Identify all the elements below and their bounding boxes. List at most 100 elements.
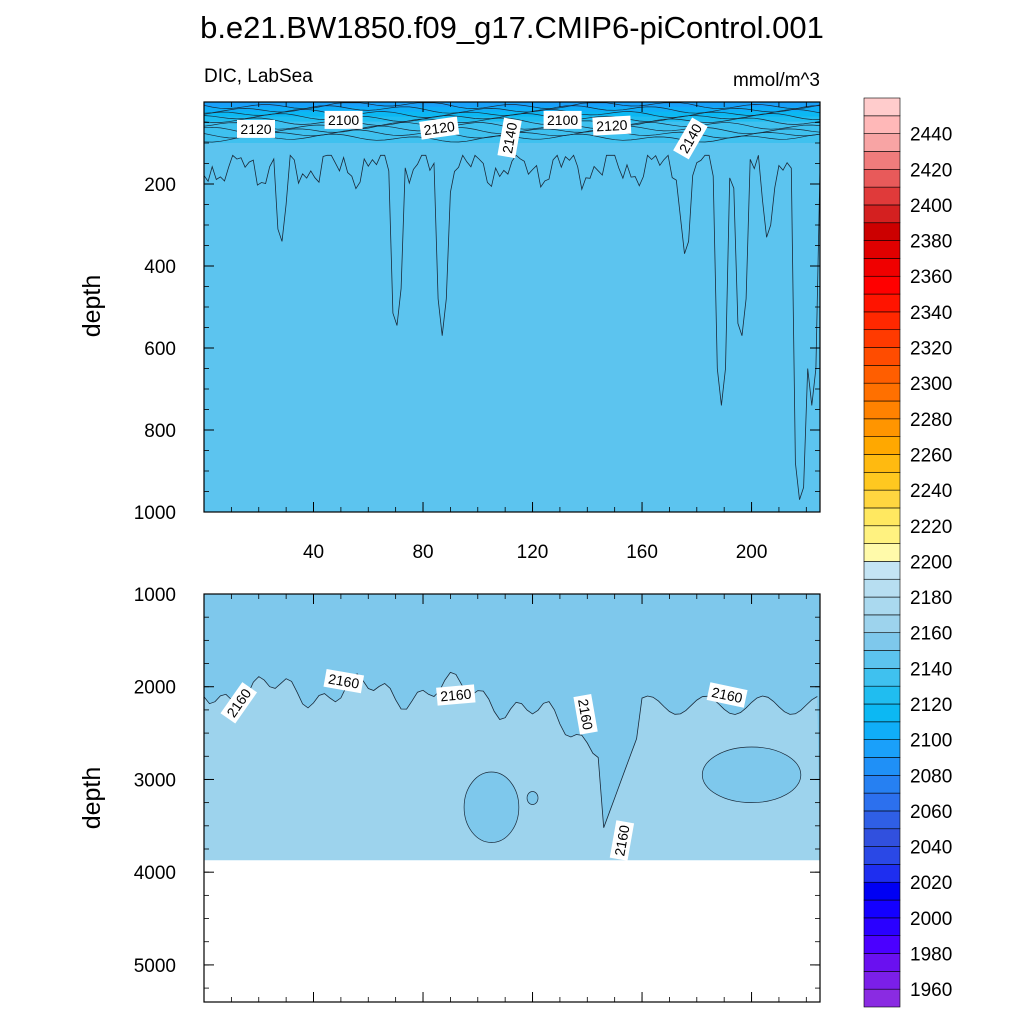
x-tick-label: 200 xyxy=(736,542,768,563)
colorbar-tick-label: 2400 xyxy=(910,196,952,217)
contour-label-text: 2120 xyxy=(240,121,271,137)
colorbar-tick-label: 2340 xyxy=(910,303,952,324)
colorbar-swatch xyxy=(863,828,901,847)
colorbar-swatch xyxy=(863,864,901,883)
colorbar-tick-label: 2020 xyxy=(910,873,952,894)
y-tick-label: 800 xyxy=(144,421,176,442)
colorbar-swatch xyxy=(863,899,901,919)
contour-label: 2160 xyxy=(609,820,635,861)
contour-label-text: 2160 xyxy=(440,686,473,705)
contour-label: 2160 xyxy=(706,682,748,708)
contour-label: 2160 xyxy=(573,694,598,735)
y-tick-label: 2000 xyxy=(134,678,176,699)
colorbar-tick-label: 2180 xyxy=(910,588,952,609)
colorbar-swatch xyxy=(863,168,901,188)
contour-label-text: 2100 xyxy=(547,112,578,128)
colorbar-tick-label: 2260 xyxy=(910,445,952,466)
colorbar-swatch xyxy=(863,311,901,331)
colorbar-tick-label: 2100 xyxy=(910,731,952,752)
units-label: mmol/m^3 xyxy=(733,70,820,91)
contour-label-box xyxy=(237,119,275,138)
contour-label-text: 2120 xyxy=(423,118,456,138)
colorbar-swatch xyxy=(863,365,901,384)
y-tick-label: 600 xyxy=(144,339,176,360)
colorbar-tick-label: 2040 xyxy=(910,838,952,859)
contour-line xyxy=(203,113,821,122)
contour-label-text: 2160 xyxy=(327,671,361,692)
plot-frame xyxy=(203,593,821,1003)
contour-line xyxy=(203,105,821,114)
contour-label-box xyxy=(609,820,635,861)
x-tick-label: 120 xyxy=(517,542,549,563)
colorbar-swatch xyxy=(863,614,901,634)
y-tick-label: 1000 xyxy=(134,503,176,524)
colorbar-swatch xyxy=(863,988,901,1008)
colorbar-swatch xyxy=(863,97,901,117)
colorbar-swatch xyxy=(863,400,901,420)
colorbar-tick-label: 2060 xyxy=(910,802,952,823)
x-tick-label: 40 xyxy=(303,542,324,563)
chart-title: b.e21.BW1850.f09_g17.CMIP6-piControl.001 xyxy=(200,10,824,45)
contour-line-2140 xyxy=(203,154,821,500)
colorbar-tick-label: 1960 xyxy=(910,980,952,1001)
colorbar-swatch xyxy=(863,739,901,758)
colorbar-swatch xyxy=(863,382,901,402)
colorbar-swatch xyxy=(863,489,901,509)
upper-plot-fill xyxy=(204,102,820,512)
colorbar-swatch xyxy=(863,240,901,259)
x-tick-label: 160 xyxy=(626,542,658,563)
colorbar-tick-label: 2320 xyxy=(910,339,952,360)
colorbar-swatch xyxy=(863,418,901,437)
colorbar-swatch xyxy=(863,668,901,687)
colorbar-swatch xyxy=(863,133,901,152)
colorbar-swatch xyxy=(863,222,901,241)
colorbar-tick-label: 2280 xyxy=(910,410,952,431)
contour-label-text: 2100 xyxy=(328,112,359,128)
colorbar-tick-label: 2440 xyxy=(910,125,952,146)
colorbar-swatch xyxy=(863,543,901,562)
y-tick-label: 4000 xyxy=(134,863,176,884)
colorbar-swatch xyxy=(863,275,901,295)
colorbar-swatch xyxy=(863,204,901,224)
colorbar-tick-label: 2120 xyxy=(910,695,952,716)
contour-blob xyxy=(463,771,520,843)
colorbar-swatch xyxy=(863,810,901,830)
colorbar-swatch xyxy=(863,471,901,491)
colorbar-swatch xyxy=(863,561,901,580)
colorbar-swatch xyxy=(863,935,901,954)
contour-label: 2120 xyxy=(592,115,632,136)
colorbar-swatch xyxy=(863,151,901,170)
contour-label-box xyxy=(497,117,522,159)
upper-y-axis-label: depth xyxy=(78,275,106,338)
contour-label: 2140 xyxy=(497,117,522,159)
colorbar-swatch xyxy=(863,525,901,544)
surface-band xyxy=(204,111,820,117)
colorbar-swatch xyxy=(863,846,901,865)
contour-label-box xyxy=(706,682,748,708)
y-tick-label: 400 xyxy=(144,257,176,278)
contour-label-box xyxy=(573,694,598,735)
contour-line xyxy=(203,117,821,126)
colorbar-swatch xyxy=(863,186,901,206)
contour-label: 2160 xyxy=(323,668,365,694)
colorbar-swatch xyxy=(863,881,901,901)
x-tick-label: 80 xyxy=(412,542,433,563)
colorbar-swatch xyxy=(863,258,901,277)
colorbar-swatch xyxy=(863,971,901,990)
colorbar-swatch xyxy=(863,632,901,651)
colorbar-swatch xyxy=(863,953,901,972)
colorbar-tick-label: 2160 xyxy=(910,624,952,645)
colorbar-swatch xyxy=(863,757,901,776)
contour-label-box xyxy=(673,117,708,160)
colorbar-tick-label: 2420 xyxy=(910,160,952,181)
contour-label-box xyxy=(592,115,632,136)
contour-label: 2100 xyxy=(324,110,363,129)
lower-axes: 1000 2000 3000 4000 5000 xyxy=(134,585,821,1003)
y-tick-label: 3000 xyxy=(134,770,176,791)
colorbar-swatch xyxy=(863,578,901,598)
contour-label-text: 2160 xyxy=(611,824,632,858)
colorbar-swatch xyxy=(863,774,901,794)
